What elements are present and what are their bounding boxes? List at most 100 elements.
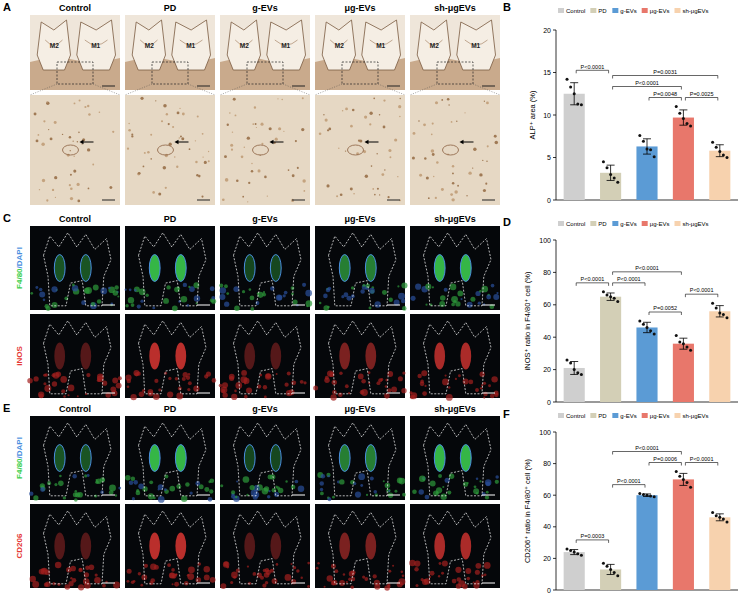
scale-bar bbox=[102, 86, 115, 87]
tissue-signal bbox=[139, 288, 146, 295]
tissue-signal bbox=[114, 285, 118, 289]
cell bbox=[74, 102, 76, 104]
sample-point bbox=[722, 153, 725, 156]
tissue-signal bbox=[183, 283, 187, 287]
tissue-signal bbox=[438, 575, 440, 577]
error-cap bbox=[679, 109, 687, 110]
tissue-signal bbox=[131, 580, 135, 584]
tissue-signal bbox=[415, 284, 421, 290]
tissue-signal bbox=[93, 285, 99, 291]
dapi-signal bbox=[244, 445, 255, 472]
cell bbox=[112, 131, 114, 133]
ihc-overview bbox=[30, 15, 120, 90]
pulp-signal bbox=[80, 343, 91, 370]
cell bbox=[88, 188, 90, 190]
cell bbox=[487, 145, 489, 147]
tooth bbox=[77, 20, 116, 70]
cell bbox=[174, 156, 175, 157]
tissue-signal bbox=[360, 390, 364, 394]
tissue-signal bbox=[358, 374, 364, 380]
cell bbox=[127, 148, 129, 150]
error-cap bbox=[607, 292, 615, 293]
tissue-signal bbox=[448, 386, 450, 388]
tissue-signal bbox=[327, 497, 331, 501]
sample-point bbox=[580, 554, 583, 557]
cell bbox=[182, 113, 185, 116]
p-value: P<0.0001 bbox=[581, 64, 605, 70]
comparison-bracket bbox=[613, 87, 682, 90]
cell bbox=[242, 196, 244, 198]
tissue-signal bbox=[475, 563, 481, 569]
sample-point bbox=[566, 358, 569, 361]
tissue-signal bbox=[57, 583, 60, 586]
pulp-signal bbox=[54, 255, 65, 282]
tissue-signal bbox=[306, 305, 308, 307]
tissue-signal bbox=[204, 487, 209, 492]
cell bbox=[302, 97, 304, 99]
cell bbox=[229, 112, 231, 114]
cell bbox=[433, 176, 434, 177]
y-tick bbox=[553, 337, 556, 338]
tissue-signal bbox=[52, 381, 57, 386]
cell bbox=[482, 160, 483, 161]
cell bbox=[70, 187, 73, 190]
cell bbox=[494, 135, 497, 138]
tissue-signal bbox=[452, 579, 457, 584]
error-bar bbox=[574, 83, 575, 105]
pulp-signal bbox=[149, 445, 160, 472]
comparison-bracket bbox=[613, 76, 718, 79]
cell bbox=[269, 127, 272, 130]
cell bbox=[448, 104, 449, 105]
pulp-signal bbox=[365, 343, 376, 370]
fluorescence-image bbox=[30, 504, 120, 590]
fluorescence-image bbox=[125, 314, 216, 400]
ihc-overview bbox=[125, 15, 215, 90]
legend-swatch bbox=[612, 8, 618, 13]
tissue-signal bbox=[289, 389, 295, 395]
tissue-signal bbox=[496, 292, 498, 294]
tissue-signal bbox=[52, 373, 56, 377]
cell bbox=[379, 194, 380, 195]
image-bg bbox=[410, 15, 500, 90]
cell bbox=[428, 197, 430, 199]
bar bbox=[564, 94, 585, 200]
tissue-signal bbox=[432, 286, 434, 288]
cell bbox=[256, 127, 257, 128]
y-tick-label: 60 bbox=[543, 301, 551, 308]
cell bbox=[70, 174, 72, 176]
pulp-signal bbox=[54, 343, 65, 370]
tissue-signal bbox=[210, 577, 216, 583]
legend-swatch bbox=[558, 221, 564, 226]
cell bbox=[52, 189, 54, 191]
column-title: PD bbox=[164, 404, 177, 414]
image-bg bbox=[410, 504, 500, 588]
tissue-signal bbox=[293, 300, 298, 305]
cell bbox=[283, 131, 284, 132]
fluorescence-image bbox=[30, 226, 120, 311]
tissue-signal bbox=[419, 476, 425, 482]
error-cap bbox=[607, 300, 615, 301]
cell bbox=[79, 100, 81, 102]
scale-bar bbox=[292, 86, 305, 87]
y-tick-label: 10 bbox=[543, 112, 551, 119]
cell bbox=[197, 116, 199, 118]
tissue-signal bbox=[127, 379, 131, 383]
cell bbox=[483, 189, 486, 192]
cell bbox=[150, 158, 152, 160]
scale-bar bbox=[292, 495, 305, 496]
p-value: P<0.0001 bbox=[635, 80, 659, 86]
pulp-signal bbox=[244, 533, 255, 560]
error-cap bbox=[716, 513, 724, 514]
cell bbox=[452, 182, 455, 185]
tissue-signal bbox=[455, 567, 461, 573]
error-bar bbox=[647, 322, 648, 332]
scale-bar bbox=[197, 495, 210, 496]
tissue-signal bbox=[467, 302, 473, 308]
ihc-zoom bbox=[220, 95, 310, 205]
error-cap bbox=[607, 180, 615, 181]
legend-label: g-EVs bbox=[620, 221, 636, 227]
tissue-signal bbox=[100, 288, 107, 295]
cell bbox=[50, 138, 53, 141]
tooth-label: M1 bbox=[281, 42, 290, 49]
error-bar bbox=[683, 110, 684, 125]
